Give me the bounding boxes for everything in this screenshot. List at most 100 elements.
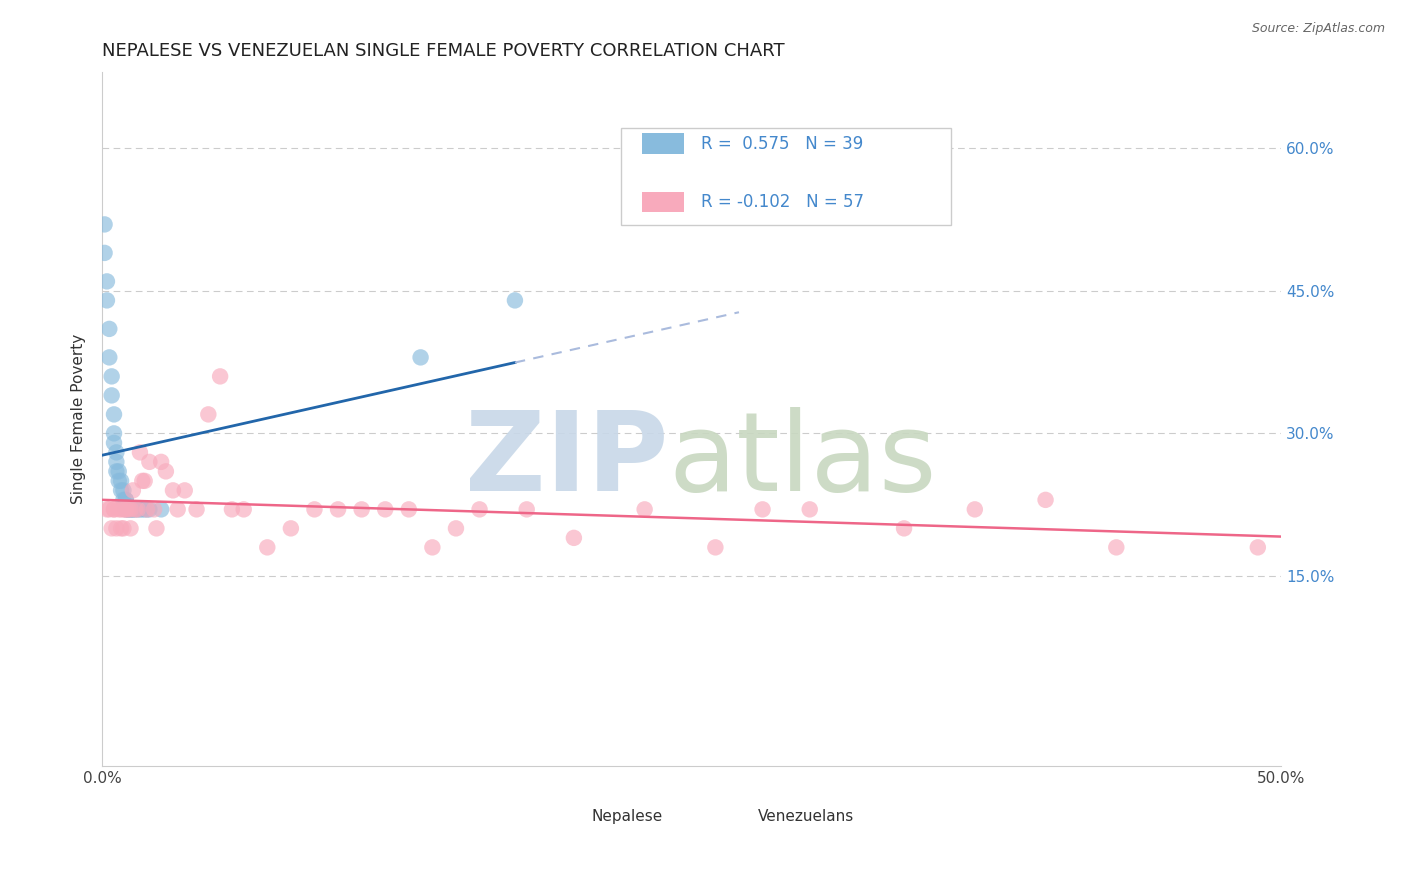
- Point: [127, 502, 149, 516]
- Point: [409, 351, 432, 365]
- Point: [1247, 541, 1270, 555]
- Point: [103, 436, 125, 450]
- Point: [100, 521, 122, 535]
- Point: [110, 474, 132, 488]
- Point: [117, 502, 139, 516]
- Point: [197, 408, 219, 422]
- FancyBboxPatch shape: [716, 806, 748, 827]
- Point: [155, 464, 177, 478]
- Point: [107, 502, 129, 516]
- Point: [100, 388, 122, 402]
- Point: [122, 502, 145, 516]
- Point: [112, 502, 135, 516]
- Point: [93, 246, 115, 260]
- Point: [704, 541, 727, 555]
- Point: [166, 502, 188, 516]
- Point: [93, 218, 115, 232]
- Point: [98, 502, 121, 516]
- Point: [131, 474, 153, 488]
- Point: [129, 502, 152, 516]
- Point: [117, 502, 139, 516]
- Point: [103, 502, 125, 516]
- Point: [422, 541, 444, 555]
- Point: [114, 502, 136, 516]
- Text: ZIP: ZIP: [465, 408, 668, 515]
- Point: [110, 521, 132, 535]
- Point: [122, 502, 145, 516]
- Point: [110, 502, 132, 516]
- Point: [633, 502, 655, 516]
- Point: [326, 502, 349, 516]
- Point: [138, 455, 160, 469]
- Point: [562, 531, 585, 545]
- Point: [173, 483, 195, 498]
- Point: [209, 369, 232, 384]
- Text: Source: ZipAtlas.com: Source: ZipAtlas.com: [1251, 22, 1385, 36]
- Point: [103, 426, 125, 441]
- Point: [134, 502, 156, 516]
- Point: [110, 483, 132, 498]
- Point: [96, 502, 118, 516]
- Text: R =  0.575   N = 39: R = 0.575 N = 39: [702, 135, 863, 153]
- Point: [350, 502, 373, 516]
- FancyBboxPatch shape: [621, 128, 952, 225]
- Point: [516, 502, 538, 516]
- Point: [117, 502, 139, 516]
- Y-axis label: Single Female Poverty: Single Female Poverty: [72, 334, 86, 504]
- Point: [398, 502, 420, 516]
- Text: Nepalese: Nepalese: [592, 809, 662, 824]
- Point: [107, 474, 129, 488]
- Point: [162, 483, 184, 498]
- Point: [100, 369, 122, 384]
- Point: [103, 502, 125, 516]
- Point: [120, 502, 142, 516]
- Point: [96, 293, 118, 308]
- Point: [468, 502, 491, 516]
- Point: [799, 502, 821, 516]
- Point: [186, 502, 208, 516]
- Point: [503, 293, 526, 308]
- Point: [138, 502, 160, 516]
- Point: [103, 408, 125, 422]
- Point: [114, 502, 136, 516]
- FancyBboxPatch shape: [643, 192, 683, 212]
- Point: [134, 474, 156, 488]
- Point: [129, 445, 152, 459]
- Point: [374, 502, 396, 516]
- Text: atlas: atlas: [668, 408, 936, 515]
- Point: [150, 502, 173, 516]
- Point: [256, 541, 278, 555]
- Point: [221, 502, 243, 516]
- Point: [136, 502, 159, 516]
- Point: [122, 483, 145, 498]
- Point: [98, 351, 121, 365]
- Point: [145, 521, 167, 535]
- Point: [98, 322, 121, 336]
- Point: [114, 502, 136, 516]
- Point: [127, 502, 149, 516]
- Point: [105, 521, 128, 535]
- Point: [280, 521, 302, 535]
- Point: [114, 492, 136, 507]
- Point: [120, 502, 142, 516]
- FancyBboxPatch shape: [550, 806, 583, 827]
- Point: [444, 521, 467, 535]
- Point: [150, 455, 173, 469]
- Point: [105, 455, 128, 469]
- Point: [112, 521, 135, 535]
- Point: [136, 502, 159, 516]
- Point: [143, 502, 166, 516]
- Point: [105, 464, 128, 478]
- Point: [114, 492, 136, 507]
- Point: [963, 502, 986, 516]
- Text: R = -0.102   N = 57: R = -0.102 N = 57: [702, 193, 865, 211]
- Point: [1035, 492, 1057, 507]
- Point: [751, 502, 773, 516]
- Point: [107, 464, 129, 478]
- Point: [1105, 541, 1128, 555]
- FancyBboxPatch shape: [643, 134, 683, 154]
- Text: Venezuelans: Venezuelans: [758, 809, 853, 824]
- Point: [124, 502, 146, 516]
- Point: [893, 521, 915, 535]
- Point: [124, 502, 146, 516]
